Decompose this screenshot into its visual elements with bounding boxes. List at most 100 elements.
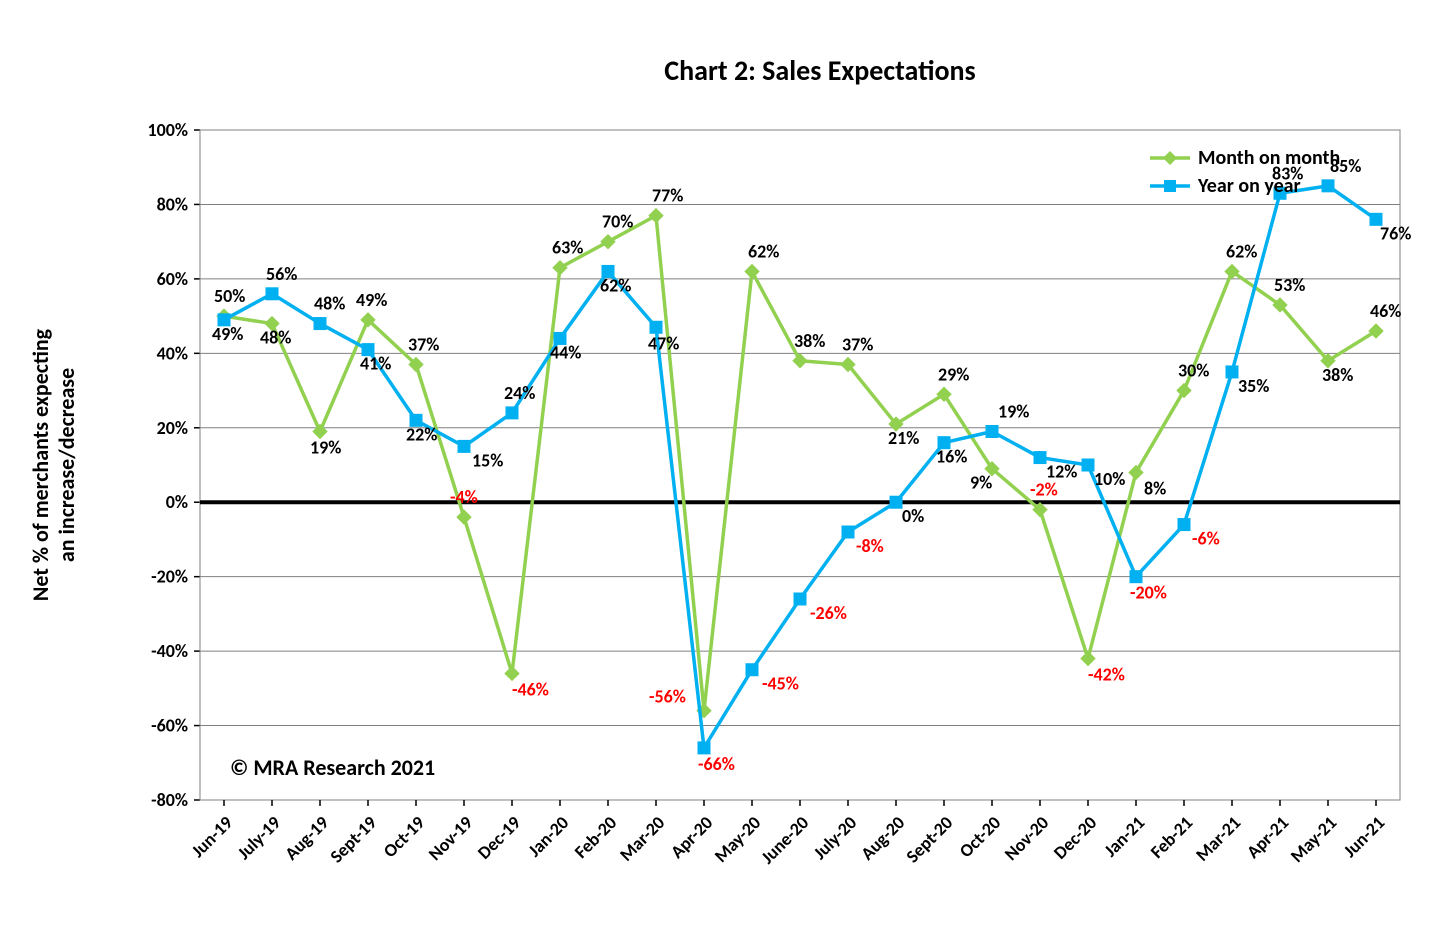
data-label: 35% xyxy=(1238,375,1269,397)
marker-square xyxy=(842,526,854,538)
data-label: -46% xyxy=(512,678,549,700)
marker-diamond xyxy=(553,261,567,275)
y-tick-label: -20% xyxy=(151,566,188,588)
data-label: -66% xyxy=(698,753,735,775)
data-label: 8% xyxy=(1144,477,1166,499)
data-label: 53% xyxy=(1274,274,1305,296)
data-label: 22% xyxy=(406,423,437,445)
data-label: 37% xyxy=(842,334,873,356)
x-tick-label: Jun-21 xyxy=(1339,812,1389,862)
x-tick-label: Oct-20 xyxy=(955,812,1005,862)
data-label: 16% xyxy=(936,446,967,468)
data-label: 48% xyxy=(314,293,345,315)
marker-diamond xyxy=(601,235,615,249)
x-tick-label: Nov-19 xyxy=(424,812,477,865)
data-label: 9% xyxy=(970,472,992,494)
marker-square xyxy=(314,318,326,330)
data-label: 10% xyxy=(1094,468,1125,490)
marker-square xyxy=(986,426,998,438)
data-label: 12% xyxy=(1046,461,1077,483)
x-tick-label: Nov-20 xyxy=(1000,812,1053,865)
data-label: -26% xyxy=(810,602,847,624)
x-tick-label: Sept-19 xyxy=(325,812,381,868)
marker-square xyxy=(506,407,518,419)
series-line-year_on_year xyxy=(224,186,1376,748)
marker-diamond xyxy=(745,264,759,278)
data-label: 77% xyxy=(652,185,683,207)
y-tick-label: 100% xyxy=(148,119,189,141)
marker-diamond xyxy=(457,510,471,524)
x-tick-label: Dec-20 xyxy=(1049,812,1101,864)
data-label: 76% xyxy=(1380,222,1411,244)
data-label: 50% xyxy=(214,285,245,307)
legend-marker-diamond xyxy=(1163,151,1177,165)
data-label: 19% xyxy=(998,401,1029,423)
data-label: 37% xyxy=(408,334,439,356)
y-tick-label: 20% xyxy=(157,417,188,439)
data-label: -56% xyxy=(649,686,686,708)
x-tick-label: July-19 xyxy=(233,812,285,864)
data-label: -20% xyxy=(1130,582,1167,604)
data-label: 46% xyxy=(1370,300,1401,322)
data-label: 44% xyxy=(550,341,581,363)
x-tick-label: Aug-20 xyxy=(856,812,909,865)
x-tick-label: Feb-21 xyxy=(1146,812,1197,863)
data-label: 38% xyxy=(1322,364,1353,386)
data-label: 15% xyxy=(472,449,503,471)
x-tick-label: Aug-19 xyxy=(280,812,333,865)
data-label: -8% xyxy=(856,535,884,557)
data-label: 41% xyxy=(360,353,391,375)
marker-square xyxy=(794,593,806,605)
marker-square xyxy=(1226,366,1238,378)
data-label: 48% xyxy=(260,327,291,349)
x-tick-label: Apr-21 xyxy=(1242,812,1293,863)
y-tick-label: -40% xyxy=(151,640,188,662)
data-label: 47% xyxy=(648,332,679,354)
sales-expectations-chart: Chart 2: Sales ExpectationsNet % of merc… xyxy=(0,0,1438,939)
marker-square xyxy=(266,288,278,300)
x-tick-label: Jan-20 xyxy=(523,812,573,862)
marker-square xyxy=(1178,519,1190,531)
y-axis-title-2: an increase/decrease xyxy=(53,368,80,562)
legend-label: Month on month xyxy=(1198,146,1340,170)
legend: Month on month Year on year xyxy=(1150,146,1340,198)
x-tick-label: Dec-19 xyxy=(473,812,525,864)
data-label: 0% xyxy=(902,505,924,527)
y-tick-label: 60% xyxy=(157,268,188,290)
x-tick-label: Apr-20 xyxy=(666,812,717,863)
x-tick-label: Jun-19 xyxy=(187,812,237,862)
x-tick-label: Mar-21 xyxy=(1191,812,1245,866)
y-tick-label: 80% xyxy=(157,193,188,215)
data-label: 70% xyxy=(602,211,633,233)
x-tick-label: Feb-20 xyxy=(570,812,621,863)
data-label: 62% xyxy=(748,240,779,262)
x-tick-label: Mar-20 xyxy=(615,812,669,866)
x-tick-label: May-21 xyxy=(1286,812,1341,867)
legend-label: Year on year xyxy=(1197,174,1301,198)
data-label: 29% xyxy=(938,363,969,385)
data-label: -45% xyxy=(762,673,799,695)
y-tick-label: 0% xyxy=(166,491,188,513)
data-label: 49% xyxy=(212,323,243,345)
y-axis-title-1: Net % of merchants expecting xyxy=(27,328,54,601)
chart-container: Chart 2: Sales ExpectationsNet % of merc… xyxy=(0,0,1438,939)
data-label: 19% xyxy=(310,437,341,459)
data-label: 21% xyxy=(888,427,919,449)
data-label: 56% xyxy=(266,263,297,285)
data-label: 38% xyxy=(794,330,825,352)
marker-diamond xyxy=(649,209,663,223)
x-tick-label: Oct-19 xyxy=(379,812,429,862)
y-tick-label: 40% xyxy=(157,342,188,364)
x-tick-label: Sept-20 xyxy=(901,812,957,868)
data-label: 49% xyxy=(356,289,387,311)
y-tick-label: -80% xyxy=(151,789,188,811)
data-label: 30% xyxy=(1178,360,1209,382)
marker-square xyxy=(458,440,470,452)
plot-border xyxy=(200,130,1400,800)
data-label: -6% xyxy=(1192,528,1220,550)
x-tick-label: June-20 xyxy=(757,812,814,869)
marker-square xyxy=(1034,452,1046,464)
marker-square xyxy=(1322,180,1334,192)
data-label: 63% xyxy=(552,237,583,259)
y-tick-label: -60% xyxy=(151,715,188,737)
